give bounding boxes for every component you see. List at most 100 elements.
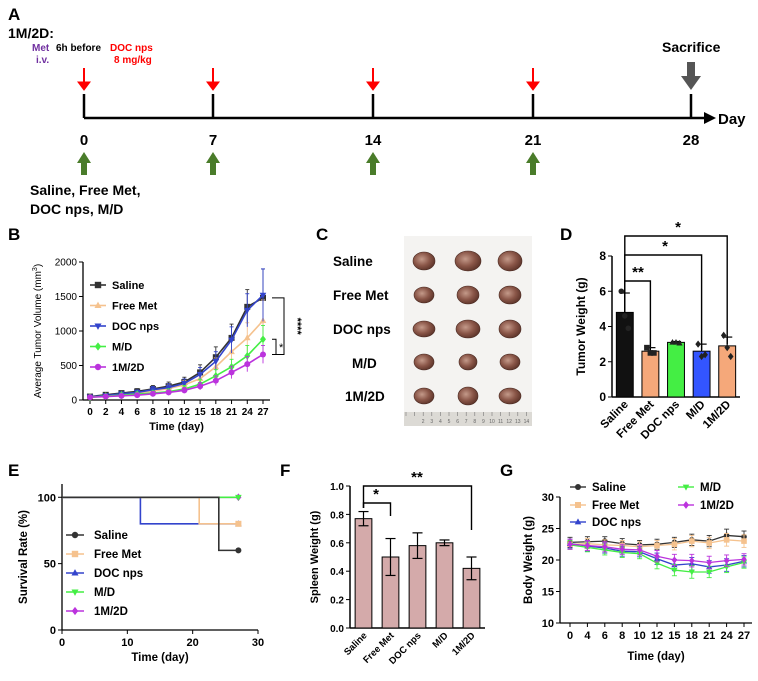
- x-tick-label: 10: [633, 630, 645, 642]
- y-tick-label: 0: [50, 625, 56, 637]
- data-point: [706, 540, 712, 546]
- series-line: [89, 353, 264, 399]
- y-tick-label: 500: [60, 361, 77, 372]
- y-tick-label: 15: [542, 587, 554, 599]
- x-tick-label: 15: [195, 407, 207, 418]
- data-point: [149, 390, 156, 397]
- timeline-day-label: Day: [718, 111, 746, 128]
- tumor-specimen: [412, 320, 436, 338]
- y-tick-label: 20: [542, 555, 554, 567]
- y-tick-label: 50: [44, 559, 56, 571]
- data-point: [102, 393, 109, 400]
- y-tick-label: 0.4: [330, 567, 344, 578]
- y-tick-label: 4: [599, 320, 606, 334]
- y-tick-label: 100: [38, 492, 56, 504]
- ruler-tick-label: 11: [498, 419, 503, 425]
- legend-marker: [94, 342, 102, 351]
- significance-label: *: [279, 342, 284, 354]
- ruler-tick-label: 14: [524, 419, 530, 425]
- significance-label: **: [411, 469, 423, 486]
- tumor-specimen: [454, 250, 482, 272]
- end-marker: [235, 494, 242, 501]
- legend-marker: [574, 518, 582, 525]
- end-marker: [235, 547, 242, 554]
- data-point: [212, 377, 219, 384]
- x-tick-label: 1M/2D: [450, 630, 478, 658]
- data-point: [671, 541, 678, 548]
- legend-label: 1M/2D: [700, 500, 734, 512]
- y-axis-title-main: Average Tumor Volume (mm: [33, 271, 44, 398]
- x-tick-label: 18: [210, 407, 222, 418]
- data-point: [671, 556, 678, 564]
- data-point: [118, 392, 125, 399]
- ruler-tick-label: 12: [506, 419, 512, 425]
- individual-point: [724, 344, 730, 352]
- x-tick-label: 4: [119, 407, 125, 418]
- data-point: [259, 292, 267, 299]
- data-point: [243, 307, 251, 314]
- green-arrow-icon: [526, 152, 540, 175]
- ruler-tick-label: 9: [482, 419, 485, 425]
- ruler-tick-label: 8: [473, 419, 476, 425]
- individual-point: [618, 288, 625, 295]
- significance-label: **: [632, 264, 644, 281]
- y-tick-label: 1.0: [330, 482, 344, 493]
- individual-point: [727, 352, 734, 361]
- x-tick-label: 12: [651, 630, 663, 642]
- chart-e-survival: 0 50 100 0 10 20 30 Time (day) Survival Rate (%)…: [18, 484, 264, 664]
- sacrifice-arrow-icon: [681, 62, 701, 90]
- data-point: [212, 358, 220, 365]
- y-tick-label: 2: [599, 355, 606, 369]
- x-tick-label: 6: [602, 630, 608, 642]
- legend-label: Free Met: [94, 549, 141, 561]
- individual-point: [651, 350, 657, 356]
- red-dose-arrows: [77, 68, 540, 91]
- x-tick-label: 21: [226, 407, 238, 418]
- y-axis-title: Spleen Weight (g): [309, 510, 321, 603]
- y-tick-label: 25: [542, 524, 554, 536]
- data-point: [688, 569, 695, 576]
- photo-row-label-doc-nps: DOC nps: [333, 322, 391, 337]
- individual-point: [625, 325, 632, 332]
- data-point: [228, 337, 235, 344]
- panel-a: A 1M/2D: Met 6h before DOC nps i.v. 8 mg…: [8, 5, 746, 217]
- data-point: [741, 555, 747, 564]
- red-arrow-icon: [366, 68, 380, 91]
- ruler-tick-label: 10: [489, 419, 495, 425]
- green-treatment-arrows: [77, 152, 540, 175]
- x-axis-title: Time (day): [149, 421, 204, 433]
- data-point: [619, 545, 625, 553]
- ruler-tick-label: 13: [515, 419, 521, 425]
- ruler-tick-label: 6: [456, 419, 459, 425]
- tumor-specimen: [455, 319, 481, 339]
- legend-label: Saline: [592, 482, 626, 494]
- ruler-ticks: 2 3 4 5 6 7 8 9 10 11 12 13 14: [405, 412, 530, 425]
- data-point: [260, 335, 266, 344]
- individual-point: [647, 350, 654, 356]
- x-tick-label: 12: [179, 407, 191, 418]
- tumor-specimen: [412, 251, 436, 271]
- panel-a-letter: A: [8, 5, 20, 24]
- legend-label: Free Met: [112, 301, 158, 313]
- tumor-specimen: [498, 285, 522, 305]
- x-tick-label: 2: [103, 407, 109, 418]
- ruler-tick-label: 3: [430, 419, 433, 425]
- y-tick-label: 0: [599, 390, 606, 404]
- x-tick-label: 6: [134, 407, 140, 418]
- ruler-tick-label: 2: [422, 419, 425, 425]
- data-point: [584, 541, 591, 550]
- y-tick-label: 10: [542, 618, 554, 630]
- data-point: [654, 542, 660, 549]
- x-tick-label: 4: [584, 630, 591, 642]
- tumor-specimen: [413, 387, 435, 405]
- bar: [354, 518, 373, 629]
- data-point: [196, 372, 204, 379]
- significance-label: *: [675, 219, 681, 236]
- x-axis-title: Time (day): [131, 652, 188, 664]
- data-point: [260, 351, 266, 358]
- ruler-tick-label: 5: [448, 419, 451, 425]
- significance-label: *: [373, 486, 379, 503]
- legend-label: M/D: [112, 342, 132, 354]
